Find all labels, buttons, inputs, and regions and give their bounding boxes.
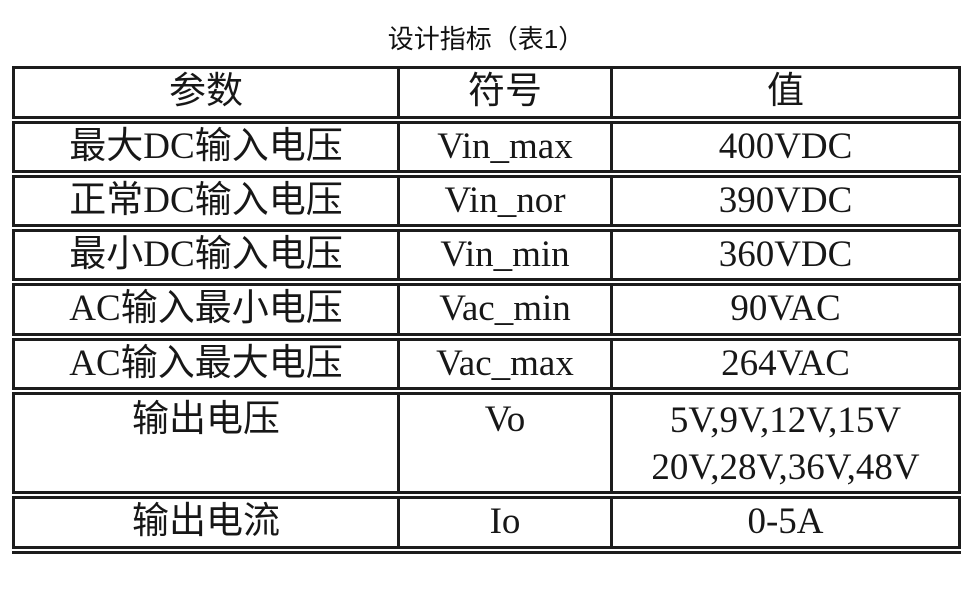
cell-value: 390VDC	[610, 173, 961, 233]
column-header-symbol: 符号	[397, 67, 613, 124]
cell-parameter: AC输入最小电压	[12, 282, 400, 341]
cell-value: 0-5A	[610, 495, 961, 554]
cell-parameter: 正常DC输入电压	[12, 173, 400, 233]
cell-parameter: 最大DC输入电压	[12, 119, 400, 178]
cell-parameter: 最小DC输入电压	[12, 228, 400, 287]
cell-symbol: Vo	[397, 390, 613, 500]
cell-value: 360VDC	[610, 228, 961, 287]
table-row-vo: 输出电压 Vo 5V,9V,12V,15V 20V,28V,36V,48V	[12, 390, 961, 500]
table-row-vin-min: 最小DC输入电压 Vin_min 360VDC	[12, 228, 961, 287]
column-header-value: 值	[610, 67, 961, 124]
cell-parameter: 输出电流	[12, 495, 400, 554]
table-header-row: 参数 符号 值	[12, 67, 961, 124]
cell-parameter: 输出电压	[12, 390, 400, 500]
table-title: 设计指标（表1）	[387, 24, 585, 54]
table-row-io: 输出电流 Io 0-5A	[12, 495, 961, 554]
table-row-vac-max: AC输入最大电压 Vac_max 264VAC	[12, 336, 961, 395]
table-row-vin-max: 最大DC输入电压 Vin_max 400VDC	[12, 119, 961, 178]
design-spec-table: 参数 符号 值 最大DC输入电压 Vin_max 400VDC 正常DC输入电压…	[12, 66, 961, 554]
cell-symbol: Vac_max	[397, 336, 613, 395]
cell-value: 264VAC	[610, 336, 961, 395]
cell-symbol: Vac_min	[397, 282, 613, 341]
cell-value: 90VAC	[610, 282, 961, 341]
table-row-vac-min: AC输入最小电压 Vac_min 90VAC	[12, 282, 961, 341]
document-page: 设计指标（表1） 参数 符号 值 最大DC输入电压 Vin_max 400VDC…	[0, 25, 972, 592]
cell-symbol: Vin_max	[397, 119, 613, 178]
cell-symbol: Vin_nor	[397, 173, 613, 233]
cell-value: 400VDC	[610, 119, 961, 178]
table-row-vin-nor: 正常DC输入电压 Vin_nor 390VDC	[12, 173, 961, 233]
cell-symbol: Io	[397, 495, 613, 554]
cell-value: 5V,9V,12V,15V 20V,28V,36V,48V	[610, 390, 961, 500]
column-header-parameter: 参数	[12, 67, 400, 124]
cell-symbol: Vin_min	[397, 228, 613, 287]
cell-parameter: AC输入最大电压	[12, 336, 400, 395]
